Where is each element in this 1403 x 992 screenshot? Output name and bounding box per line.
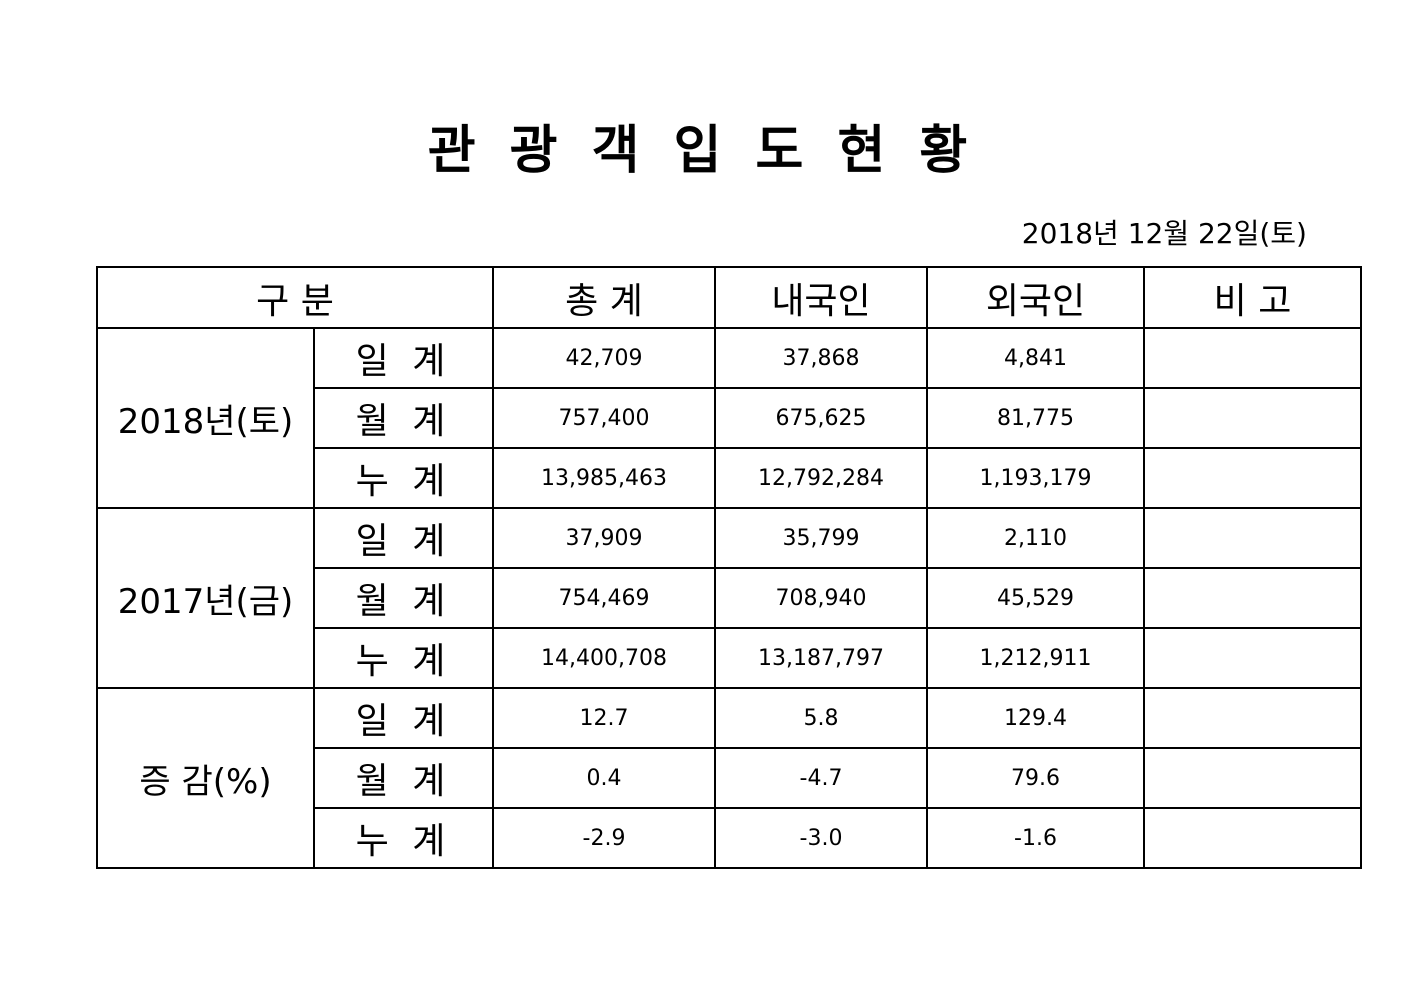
- row-label: 일 계: [313, 687, 494, 749]
- row-label: 누 계: [313, 627, 494, 689]
- data-row: 월 계 754,469 708,940 45,529: [97, 567, 1362, 629]
- value-cell: -4.7: [714, 747, 928, 809]
- value-cell: 12,792,284: [714, 447, 928, 509]
- remark-cell: [1143, 687, 1362, 749]
- remark-cell: [1143, 747, 1362, 809]
- header-cell: 내국인: [714, 266, 928, 329]
- data-row: 월 계 757,400 675,625 81,775: [97, 387, 1362, 449]
- row-label: 일 계: [313, 507, 494, 569]
- value-cell: 129.4: [926, 687, 1145, 749]
- value-cell: 1,193,179: [926, 447, 1145, 509]
- value-cell: 5.8: [714, 687, 928, 749]
- data-row: 월 계 0.4 -4.7 79.6: [97, 747, 1362, 809]
- value-cell: 757,400: [492, 387, 716, 449]
- data-row: 누 계 13,985,463 12,792,284 1,193,179: [97, 447, 1362, 509]
- value-cell: 14,400,708: [492, 627, 716, 689]
- value-cell: -3.0: [714, 807, 928, 869]
- value-cell: 37,868: [714, 327, 928, 389]
- row-label: 누 계: [313, 807, 494, 869]
- value-cell: 12.7: [492, 687, 716, 749]
- value-cell: 79.6: [926, 747, 1145, 809]
- data-row: 누 계 -2.9 -3.0 -1.6: [97, 807, 1362, 869]
- header-cell: 비 고: [1143, 266, 1362, 329]
- value-cell: 708,940: [714, 567, 928, 629]
- value-cell: 0.4: [492, 747, 716, 809]
- data-row: 증 감(%) 일 계 12.7 5.8 129.4: [96, 687, 1362, 869]
- title: 관 광 객 입 도 현 황: [427, 121, 976, 181]
- remark-cell: [1143, 447, 1362, 509]
- header-cell: 총 계: [492, 266, 716, 329]
- date: 2018년 12월 22일(토): [1021, 217, 1307, 250]
- group-label: 2017년(금): [96, 507, 315, 689]
- group-label: 증 감(%): [96, 687, 315, 869]
- value-cell: 81,775: [926, 387, 1145, 449]
- value-cell: 675,625: [714, 387, 928, 449]
- value-cell: 45,529: [926, 567, 1145, 629]
- row-label: 월 계: [313, 567, 494, 629]
- row-label: 월 계: [313, 387, 494, 449]
- value-cell: 42,709: [492, 327, 716, 389]
- row-label: 누 계: [313, 447, 494, 509]
- row-label: 일 계: [313, 327, 494, 389]
- value-cell: 1,212,911: [926, 627, 1145, 689]
- group-label: 2018년(토): [96, 327, 315, 509]
- value-cell: 13,985,463: [492, 447, 716, 509]
- value-cell: 35,799: [714, 507, 928, 569]
- header-cell: 구 분: [96, 266, 494, 329]
- value-cell: 37,909: [492, 507, 716, 569]
- remark-cell: [1143, 327, 1362, 389]
- value-cell: -1.6: [926, 807, 1145, 869]
- remark-cell: [1143, 807, 1362, 869]
- row-label: 월 계: [313, 747, 494, 809]
- data-row: 2018년(토) 일 계 42,709 37,868 4,841: [96, 327, 1362, 509]
- value-cell: 4,841: [926, 327, 1145, 389]
- value-cell: -2.9: [492, 807, 716, 869]
- remark-cell: [1143, 567, 1362, 629]
- remark-cell: [1143, 627, 1362, 689]
- value-cell: 2,110: [926, 507, 1145, 569]
- remark-cell: [1143, 507, 1362, 569]
- data-row: 누 계 14,400,708 13,187,797 1,212,911: [97, 627, 1362, 689]
- remark-cell: [1143, 387, 1362, 449]
- value-cell: 13,187,797: [714, 627, 928, 689]
- data-row: 2017년(금) 일 계 37,909 35,799 2,110: [96, 507, 1362, 689]
- value-cell: 754,469: [492, 567, 716, 629]
- header-cell: 외국인: [926, 266, 1145, 329]
